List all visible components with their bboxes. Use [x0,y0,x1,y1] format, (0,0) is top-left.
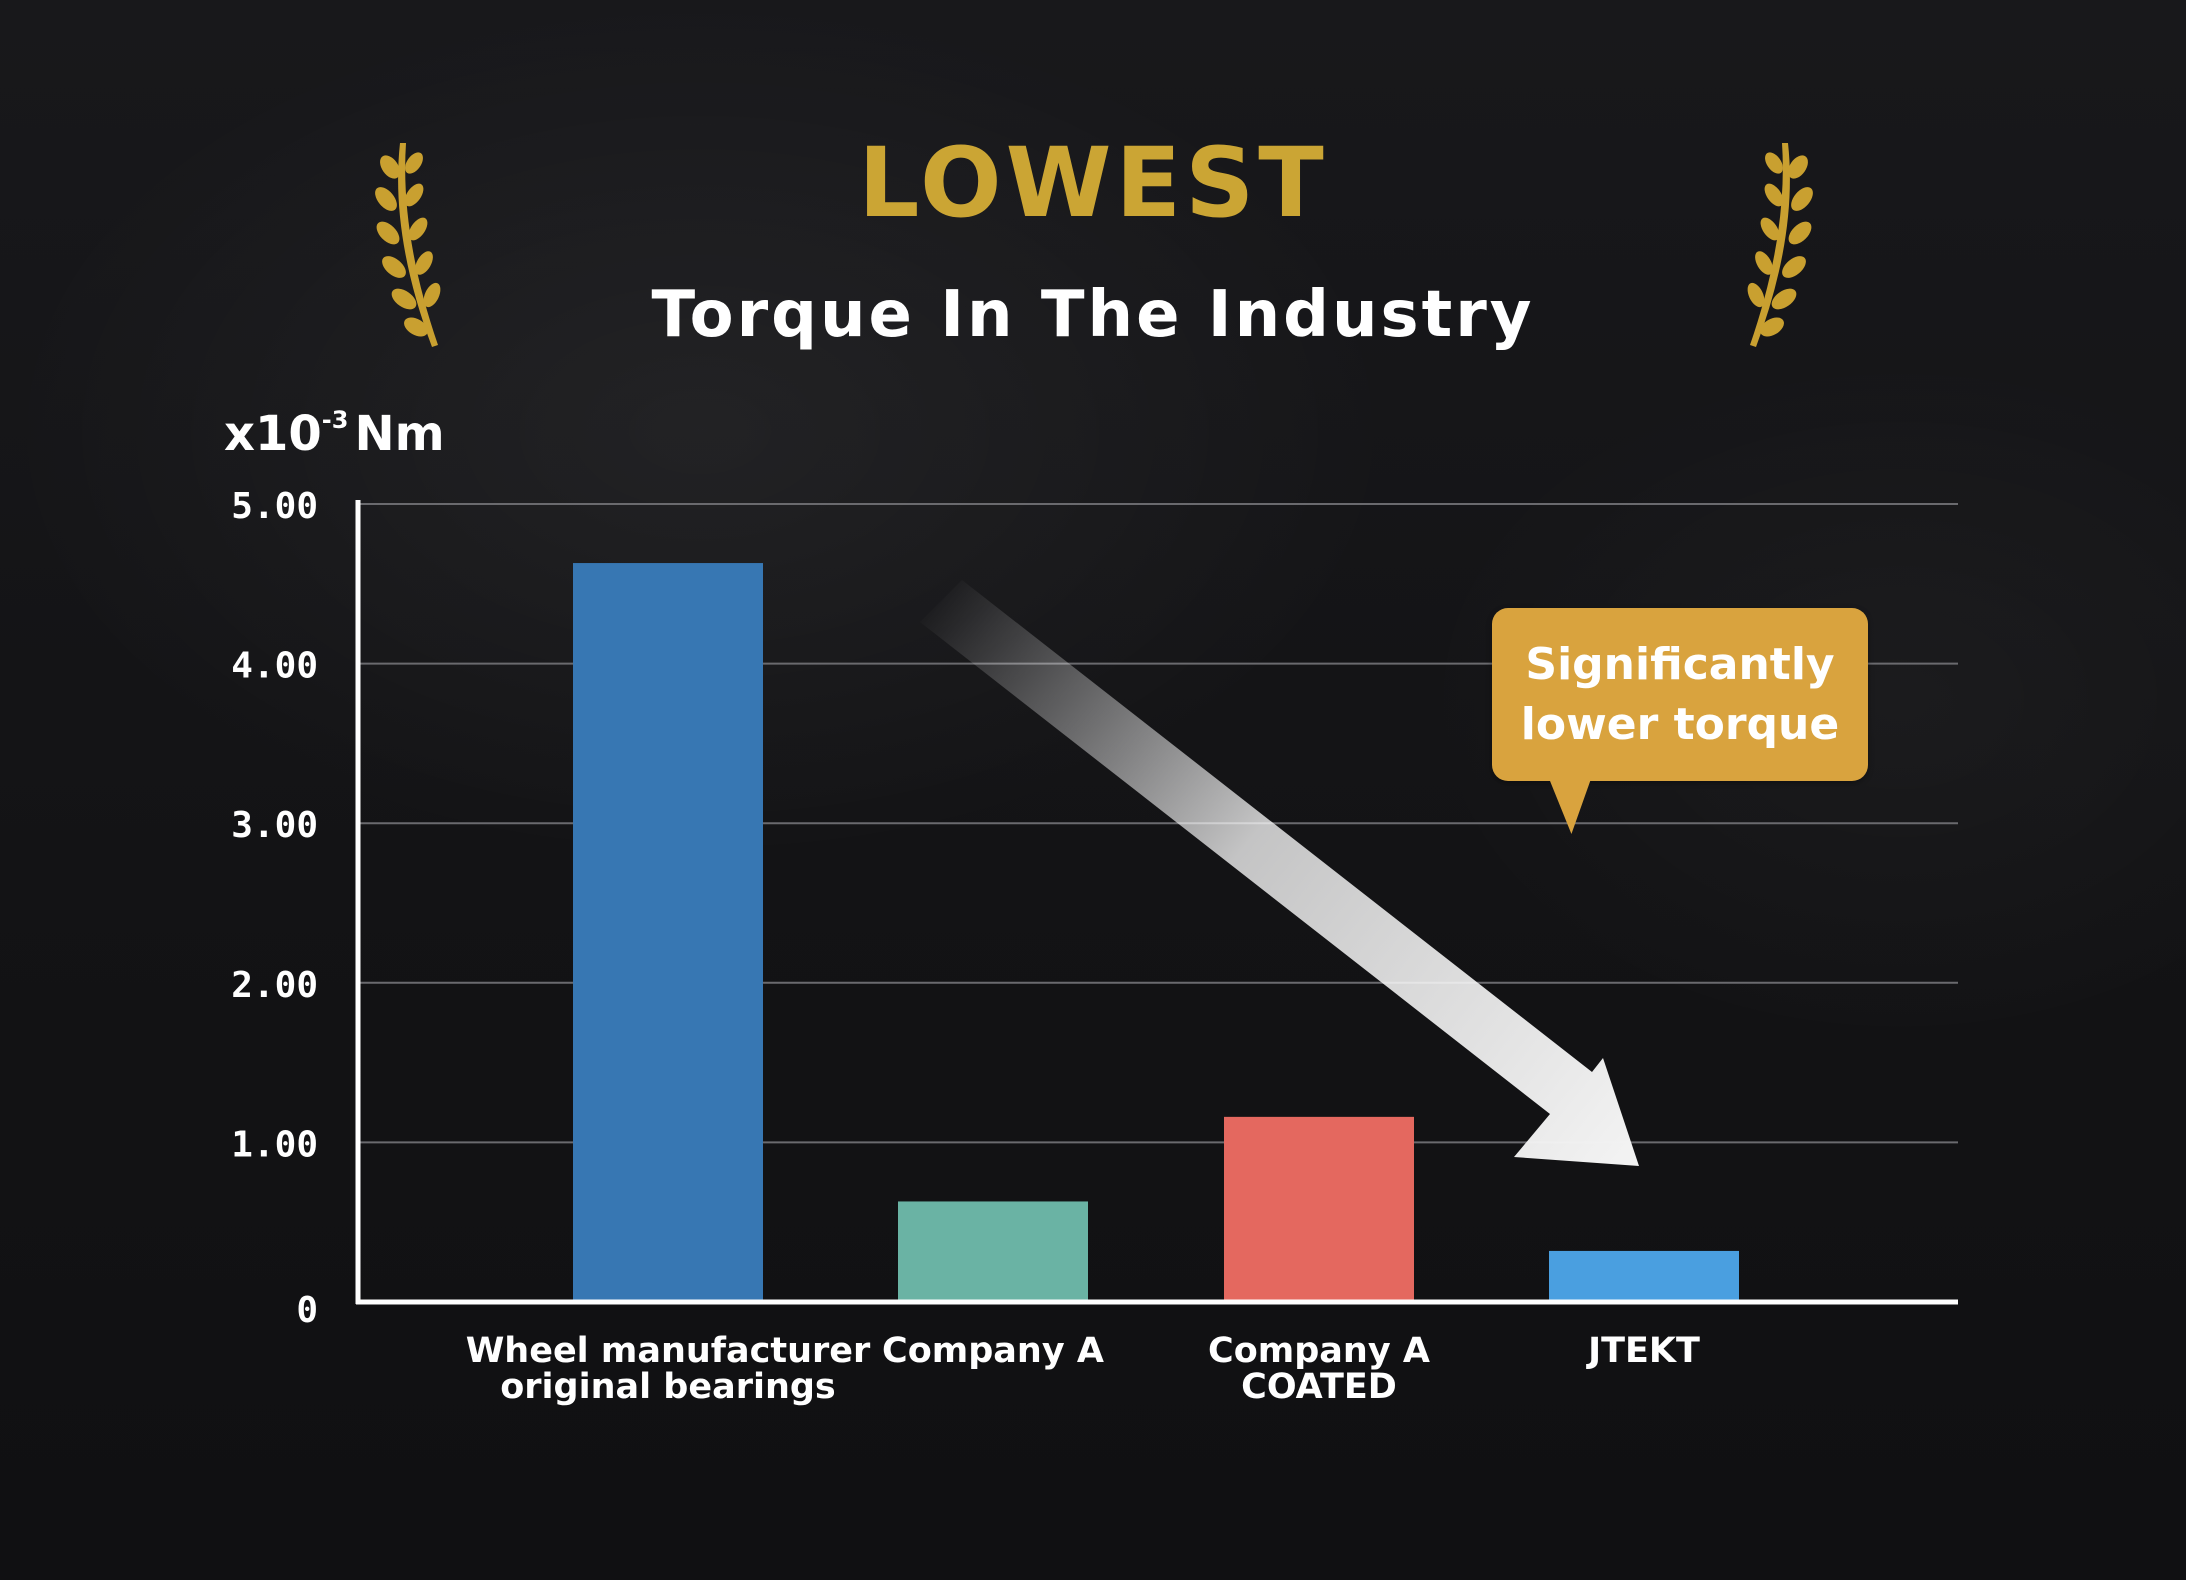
callout-line-1: Significantly [1525,638,1835,690]
x-category-label: Company A [882,1331,1104,1371]
axes [355,500,1958,1305]
unit-exponent: -3 [321,406,349,434]
unit-base: x10 [224,406,322,462]
bar [1549,1250,1739,1302]
y-tick-labels: 0 1.00 2.00 3.00 4.00 5.00 [231,486,318,1331]
bars [573,563,1739,1302]
callout-bubble: Significantly lower torque [1492,608,1868,781]
x-category-label: Company A COATED [1208,1331,1430,1407]
x-category-label: JTEKT [1586,1331,1700,1371]
laurel-right-icon [1747,143,1813,347]
laurel-left-icon [375,143,441,347]
x-category-label-line: Company A [1208,1331,1430,1371]
y-axis-unit-label: x10-3 Nm [224,408,445,458]
bar [898,1201,1088,1302]
y-tick-label: 3.00 [231,805,318,846]
x-category-label-line: Company A [882,1331,1104,1371]
y-tick-label: 4.00 [231,646,318,687]
y-tick-label: 0 [296,1290,318,1331]
x-category-labels: Wheel manufacturer original bearings Compa… [466,1331,1700,1407]
y-tick-label: 5.00 [231,486,318,527]
downward-trend-arrow [920,580,1639,1166]
x-category-label: Wheel manufacturer original bearings [466,1331,871,1407]
chart-subtitle: Torque In The Industry [651,278,1535,352]
bar [1224,1116,1414,1302]
unit-name: Nm [354,406,445,462]
y-tick-label: 2.00 [231,965,318,1006]
callout-line-2: lower torque [1520,698,1840,750]
chart-title: LOWEST [858,127,1328,239]
bar [573,563,763,1302]
x-category-label-line: Wheel manufacturer [466,1331,871,1371]
x-category-label-line: original bearings [500,1367,836,1407]
x-category-label-line: COATED [1241,1367,1397,1407]
x-category-label-line: JTEKT [1586,1331,1700,1371]
y-tick-label: 1.00 [231,1124,318,1165]
